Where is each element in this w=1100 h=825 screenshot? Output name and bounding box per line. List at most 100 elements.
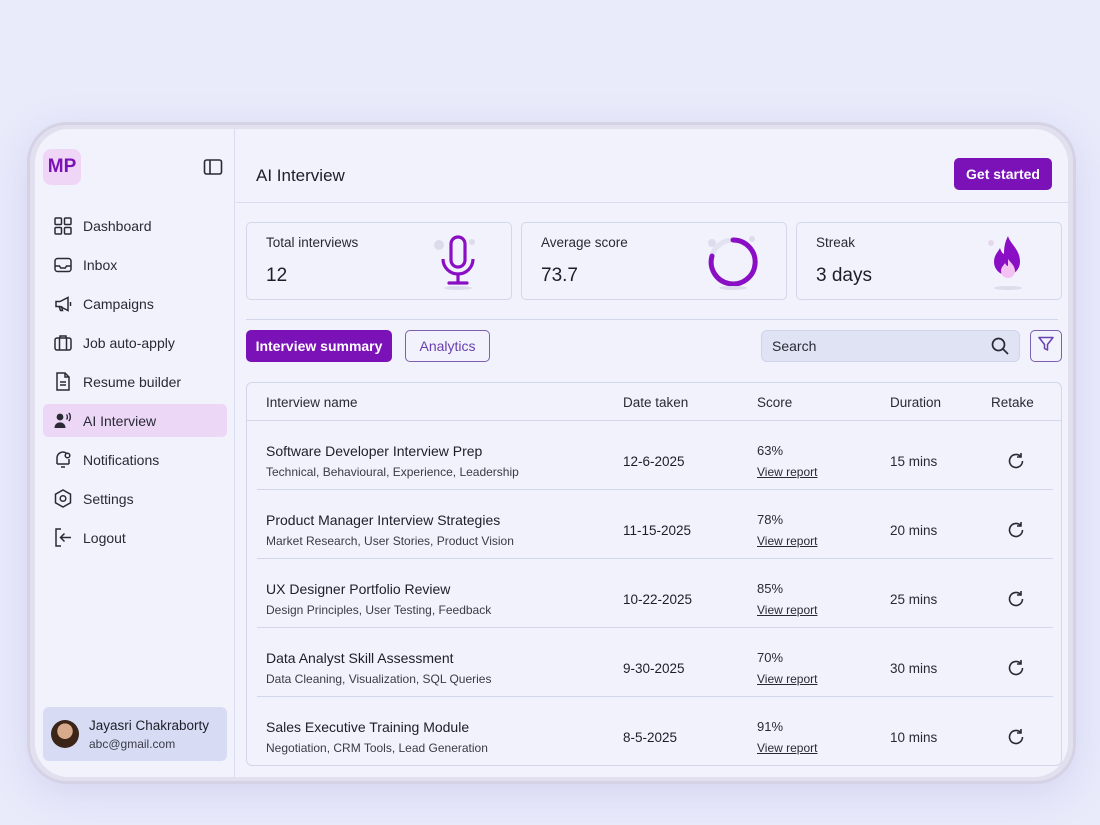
view-report-link[interactable]: View report [757,465,818,479]
flame-icon [979,233,1037,291]
sidebar-item-label: Job auto-apply [83,334,175,351]
device-frame: MP Dashboard Inbox Campaigns [27,122,1076,784]
search-input[interactable]: Search [761,330,1020,362]
app-window: MP Dashboard Inbox Campaigns [35,129,1068,777]
view-report-link[interactable]: View report [757,603,818,617]
user-voice-icon [53,411,73,431]
stat-value: 12 [266,265,288,286]
sidebar-item-label: Notifications [83,451,160,468]
stat-value: 3 days [816,265,872,286]
sidebar-toggle-icon[interactable] [203,158,223,176]
retake-icon[interactable] [1007,521,1025,539]
stat-label: Average score [541,235,628,250]
sidebar-item-resume-builder[interactable]: Resume builder [43,365,227,398]
search-placeholder: Search [772,338,817,354]
table-row[interactable]: Data Analyst Skill Assessment Data Clean… [257,628,1053,697]
tab-interview-summary[interactable]: Interview summary [246,330,392,362]
date-taken: 9-30-2025 [623,661,685,676]
column-header-duration[interactable]: Duration [890,395,942,410]
date-taken: 8-5-2025 [623,730,678,745]
sidebar-item-dashboard[interactable]: Dashboard [43,209,227,242]
interview-table: Interview name Date taken Score Duration… [246,382,1062,766]
megaphone-icon [53,294,73,314]
sidebar-item-logout[interactable]: Logout [43,521,227,554]
sidebar-item-label: Settings [83,490,134,507]
sidebar-nav: Dashboard Inbox Campaigns Job auto-apply… [43,209,227,560]
interview-tags: Data Cleaning, Visualization, SQL Querie… [266,672,492,686]
logout-icon [53,528,73,548]
column-header-name[interactable]: Interview name [266,395,358,410]
interview-name: Software Developer Interview Prep [266,443,483,459]
grid-icon [53,216,73,236]
retake-icon[interactable] [1007,659,1025,677]
duration-value: 30 mins [890,661,938,676]
column-header-date[interactable]: Date taken [623,395,689,410]
date-taken: 10-22-2025 [623,592,693,607]
retake-icon[interactable] [1007,728,1025,746]
interview-name: Product Manager Interview Strategies [266,512,501,528]
bell-icon [53,450,73,470]
view-report-link[interactable]: View report [757,672,818,686]
avatar [51,720,79,748]
table-row[interactable]: Sales Executive Training Module Negotiat… [257,697,1053,766]
retake-icon[interactable] [1007,590,1025,608]
score-value: 85% [757,581,784,596]
table-row[interactable]: UX Designer Portfolio Review Design Prin… [257,559,1053,628]
interview-tags: Market Research, User Stories, Product V… [266,534,514,548]
search-icon[interactable] [991,337,1009,358]
sidebar-item-campaigns[interactable]: Campaigns [43,287,227,320]
sidebar-item-label: Logout [83,529,126,546]
retake-icon[interactable] [1007,452,1025,470]
microphone-icon [429,233,487,291]
duration-value: 20 mins [890,523,938,538]
stat-card-average-score: Average score 73.7 [521,222,787,300]
sidebar-item-inbox[interactable]: Inbox [43,248,227,281]
sidebar-item-ai-interview[interactable]: AI Interview [43,404,227,437]
stat-card-streak: Streak 3 days [796,222,1062,300]
view-report-link[interactable]: View report [757,534,818,548]
section-divider [246,319,1058,320]
column-header-score[interactable]: Score [757,395,793,410]
interview-name: UX Designer Portfolio Review [266,581,451,597]
user-name: Jayasri Chakraborty [89,717,210,733]
score-value: 78% [757,512,784,527]
header-divider [236,202,1068,203]
main-content: AI Interview Get started Total interview… [236,129,1068,777]
briefcase-icon [53,333,73,353]
hexagon-settings-icon [53,489,73,509]
page-title: AI Interview [256,166,345,185]
view-report-link[interactable]: View report [757,741,818,755]
sidebar-item-settings[interactable]: Settings [43,482,227,515]
stat-card-total-interviews: Total interviews 12 [246,222,512,300]
filter-icon [1038,336,1054,357]
interview-tags: Technical, Behavioural, Experience, Lead… [266,465,519,479]
get-started-button[interactable]: Get started [954,158,1052,190]
sidebar-item-label: Dashboard [83,217,152,234]
sidebar-item-notifications[interactable]: Notifications [43,443,227,476]
interview-name: Sales Executive Training Module [266,719,470,735]
progress-ring-icon [704,233,762,291]
user-email: abc@gmail.com [89,736,176,751]
document-icon [53,372,73,392]
user-profile-card[interactable]: Jayasri Chakraborty abc@gmail.com [43,707,227,761]
interview-tags: Design Principles, User Testing, Feedbac… [266,603,492,617]
date-taken: 12-6-2025 [623,454,685,469]
tab-analytics[interactable]: Analytics [405,330,490,362]
interview-tags: Negotiation, CRM Tools, Lead Generation [266,741,488,755]
date-taken: 11-15-2025 [623,523,692,538]
filter-button[interactable] [1030,330,1062,362]
sidebar-item-job-auto-apply[interactable]: Job auto-apply [43,326,227,359]
column-header-retake: Retake [991,395,1034,410]
table-row[interactable]: Product Manager Interview Strategies Mar… [257,490,1053,559]
table-header: Interview name Date taken Score Duration… [247,383,1061,421]
brand-logo[interactable]: MP [43,149,81,185]
stat-value: 73.7 [541,265,578,286]
sidebar-item-label: Inbox [83,256,118,273]
table-row[interactable]: Software Developer Interview Prep Techni… [257,421,1053,490]
score-value: 70% [757,650,784,665]
sidebar: MP Dashboard Inbox Campaigns [35,129,235,777]
stat-label: Total interviews [266,235,359,250]
sidebar-item-label: Resume builder [83,373,182,390]
inbox-icon [53,255,73,275]
sidebar-item-label: Campaigns [83,295,154,312]
